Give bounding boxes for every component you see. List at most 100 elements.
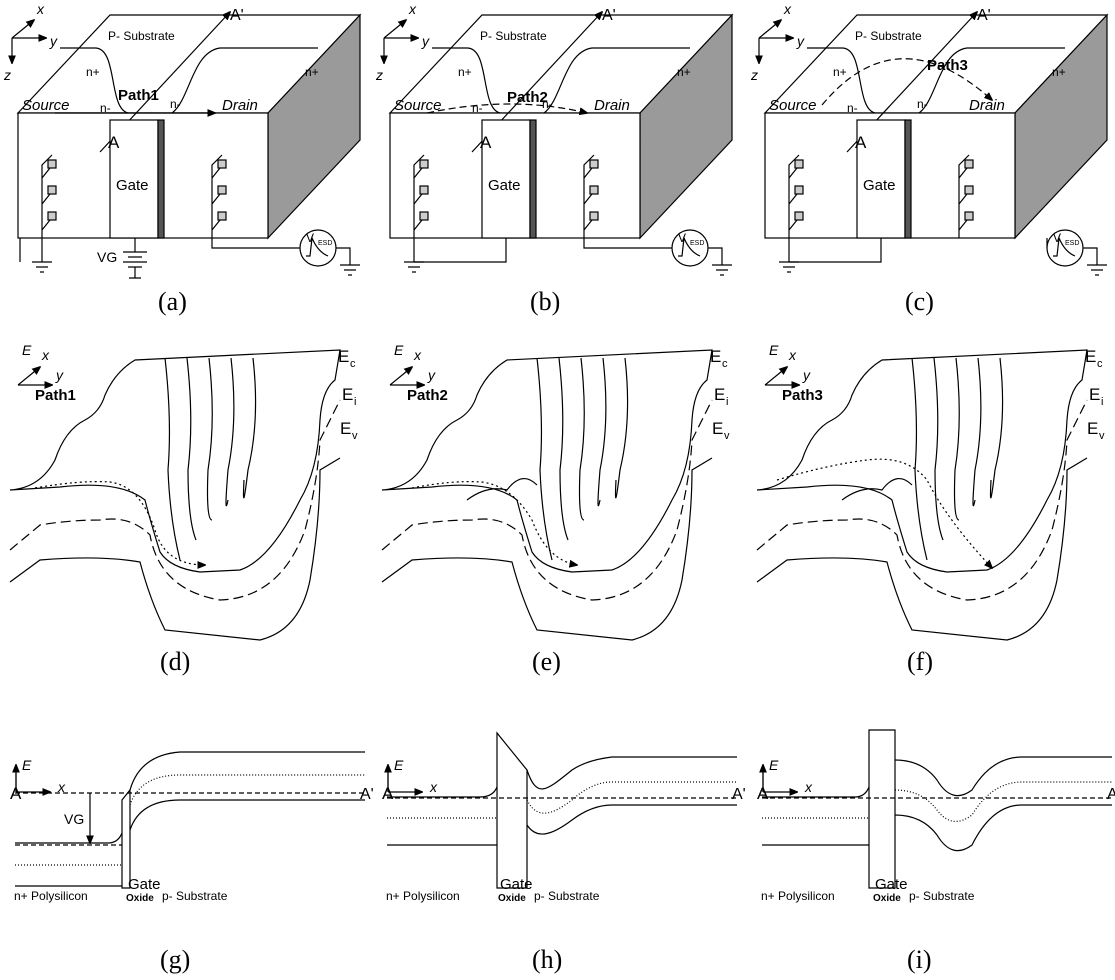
top-v-esd-sub: ESD [1065,240,1079,247]
top-axis-y: y [421,33,430,49]
wire [584,238,672,248]
contact [965,212,973,220]
contact [218,212,226,220]
top-substrate: P- Substrate [108,29,175,43]
top-path: Path2 [507,89,548,106]
bottom-label: (g) [160,945,190,974]
top-source: Source [22,97,70,114]
top-axis-z: z [375,67,383,83]
substrate-ev [527,805,737,834]
bottom-axis-e: E [22,757,32,773]
substrate-ev [895,805,1112,851]
middle-label: (d) [160,647,190,676]
bottom-gate: Gate [128,876,161,893]
top-v-esd: V [306,231,314,245]
top-gate: Gate [488,177,521,194]
top-vg: VG [97,249,117,265]
contact [48,160,56,168]
top-axis-y: y [796,33,805,49]
top-v-esd: V [678,231,686,245]
ground [1083,248,1107,275]
substrate-ec [895,757,1112,796]
contact [420,160,428,168]
middle-ei: E [1089,385,1100,404]
bottom-a-prime: A' [1107,786,1115,803]
middle-ev: E [340,419,351,438]
gate-oxide [869,730,895,888]
middle-axis-y: y [55,367,64,383]
bottom-oxide: Oxide [126,893,154,904]
ground [336,248,360,275]
contact [590,160,598,168]
middle-label: (e) [532,647,561,676]
axis-arrow [18,367,40,385]
contact [218,186,226,194]
substrate-ei [895,782,1112,821]
top-source: Source [394,97,442,114]
wire [414,238,506,262]
wire [212,238,300,248]
bottom-label: (i) [907,945,932,974]
middle-axis-y: y [802,367,811,383]
contact [795,212,803,220]
bottom-label: (h) [532,945,562,974]
top-n-minus-right: n- [917,97,928,111]
top-drain: Drain [222,97,258,114]
top-path: Path3 [927,57,968,74]
middle-ev-sub: v [724,430,730,442]
top-label: (a) [158,287,187,316]
middle-ev: E [1087,419,1098,438]
bottom-axis-x: x [429,779,438,795]
top-a-prime: A' [602,7,616,24]
top-axis-z: z [3,67,11,83]
middle-ei: E [342,385,353,404]
middle-axis-x: x [788,347,797,363]
top-panel: (b)xyzP- SubstrateA'n+n+SourceDrainn-n-P… [375,1,732,316]
middle-path: Path2 [407,387,448,404]
middle-ec-sub: c [350,358,356,370]
substrate-ec [130,752,365,790]
bottom-poly: n+ Polysilicon [386,889,460,903]
bottom-a: A [10,784,22,803]
top-n-plus-left: n+ [458,65,472,79]
top-n-minus-left: n- [100,101,111,115]
top-gate: Gate [863,177,896,194]
middle-ec-sub: c [1097,358,1103,370]
bottom-gate: Gate [500,876,533,893]
top-label: (c) [905,287,934,316]
top-a: A [108,133,120,152]
top-n-minus-left: n- [472,101,483,115]
bottom-axis-x: x [57,779,66,795]
top-a: A [855,133,867,152]
contact [590,212,598,220]
top-axis-x: x [783,1,792,17]
top-a-prime: A' [977,7,991,24]
bottom-a-prime: A' [360,786,374,803]
contact [420,212,428,220]
middle-ec: E [338,347,349,366]
contact [590,186,598,194]
middle-label: (f) [907,647,933,676]
bottom-panel: (i)ExAA'n+ PolysiliconGateOxidep- Substr… [757,730,1115,974]
ground [404,238,424,272]
bottom-poly: n+ Polysilicon [761,889,835,903]
contact [795,160,803,168]
ground [779,238,799,272]
middle-ec: E [1085,347,1096,366]
bottom-axis-x: x [804,779,813,795]
top-axis-x: x [408,1,417,17]
top-axis-y: y [49,33,58,49]
middle-ec-sub: c [722,358,728,370]
top-n-plus-left: n+ [833,65,847,79]
middle-axis-e: E [22,342,32,358]
bottom-axis-e: E [769,757,779,773]
top-v-esd-sub: ESD [690,240,704,247]
middle-ei: E [714,385,725,404]
top-axis-x: x [36,1,45,17]
middle-ev-sub: v [352,430,358,442]
top-label: (b) [530,287,560,316]
